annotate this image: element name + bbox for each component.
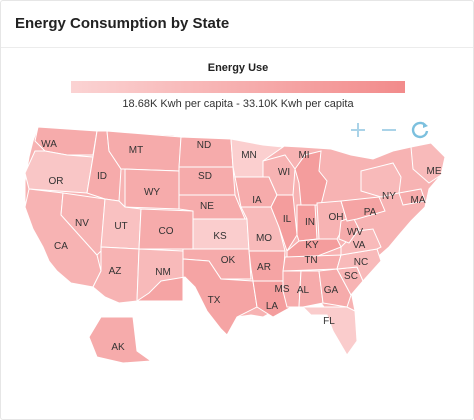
state-label-mo: MO: [256, 233, 272, 244]
zoom-out-button[interactable]: [378, 119, 400, 141]
state-label-mn: MN: [241, 150, 257, 161]
state-mi[interactable]: [294, 150, 328, 206]
state-label-az: AZ: [109, 266, 122, 277]
state-label-id: ID: [97, 171, 107, 182]
state-label-in: IN: [305, 217, 315, 228]
state-me[interactable]: [410, 142, 446, 184]
state-label-ok: OK: [221, 255, 236, 266]
state-label-nv: NV: [75, 218, 89, 229]
state-label-nc: NC: [354, 257, 368, 268]
state-label-fl: FL: [323, 316, 335, 327]
state-label-al: AL: [297, 285, 310, 296]
title-divider: [1, 47, 473, 48]
state-ms[interactable]: [282, 270, 302, 308]
state-label-wv: WV: [347, 227, 363, 238]
legend-gradient-bar: [71, 81, 405, 93]
state-ak[interactable]: [88, 316, 153, 364]
state-label-ak: AK: [111, 342, 125, 353]
state-label-wi: WI: [278, 167, 290, 178]
legend-title: Energy Use: [207, 62, 269, 74]
state-label-or: OR: [49, 176, 64, 187]
state-label-ne: NE: [200, 201, 214, 212]
zoom-in-button[interactable]: [347, 119, 369, 141]
state-label-wy: WY: [144, 187, 160, 198]
state-ma[interactable]: [398, 188, 426, 206]
state-label-ia: IA: [252, 195, 262, 206]
state-pa[interactable]: [340, 196, 386, 222]
state-label-mi: MI: [298, 150, 309, 161]
state-label-ms: MS: [275, 284, 290, 295]
state-label-ca: CA: [54, 241, 68, 252]
map-controls: [347, 119, 433, 141]
state-label-nd: ND: [197, 140, 211, 151]
state-label-ks: KS: [213, 231, 227, 242]
state-label-ma: MA: [411, 195, 426, 206]
legend-range-text: 18.68K Kwh per capita - 33.10K Kwh per c…: [122, 98, 354, 110]
state-label-ut: UT: [114, 221, 127, 232]
state-label-oh: OH: [329, 212, 344, 223]
card-title: Energy Consumption by State: [15, 15, 230, 32]
state-fl[interactable]: [301, 306, 358, 356]
state-label-tx: TX: [208, 295, 221, 306]
minus-icon: [382, 129, 396, 131]
state-al[interactable]: [298, 270, 324, 308]
state-ga[interactable]: [318, 268, 352, 308]
state-label-il: IL: [283, 214, 292, 225]
state-label-nm: NM: [155, 267, 171, 278]
state-mt[interactable]: [106, 130, 182, 172]
state-label-la: LA: [266, 301, 279, 312]
state-label-va: VA: [353, 240, 366, 251]
state-label-pa: PA: [364, 207, 377, 218]
state-label-ga: GA: [324, 285, 339, 296]
refresh-icon: [411, 121, 429, 139]
us-map[interactable]: WA OR CA NV ID MT WY UT CO AZ NM ND SD NE KS OK TX MN IA MO…: [1, 111, 474, 371]
state-label-me: ME: [427, 166, 442, 177]
state-label-ny: NY: [382, 191, 396, 202]
state-nv[interactable]: [60, 192, 106, 256]
state-label-sc: SC: [344, 271, 358, 282]
state-tx[interactable]: [135, 258, 258, 336]
state-label-mt: MT: [129, 145, 143, 156]
state-label-ar: AR: [257, 262, 271, 273]
state-label-ky: KY: [305, 240, 319, 251]
state-label-wa: WA: [41, 139, 57, 150]
state-label-sd: SD: [198, 171, 212, 182]
state-label-tn: TN: [304, 255, 317, 266]
plus-icon: [351, 123, 365, 137]
reset-button[interactable]: [409, 119, 431, 141]
state-label-co: CO: [159, 226, 174, 237]
